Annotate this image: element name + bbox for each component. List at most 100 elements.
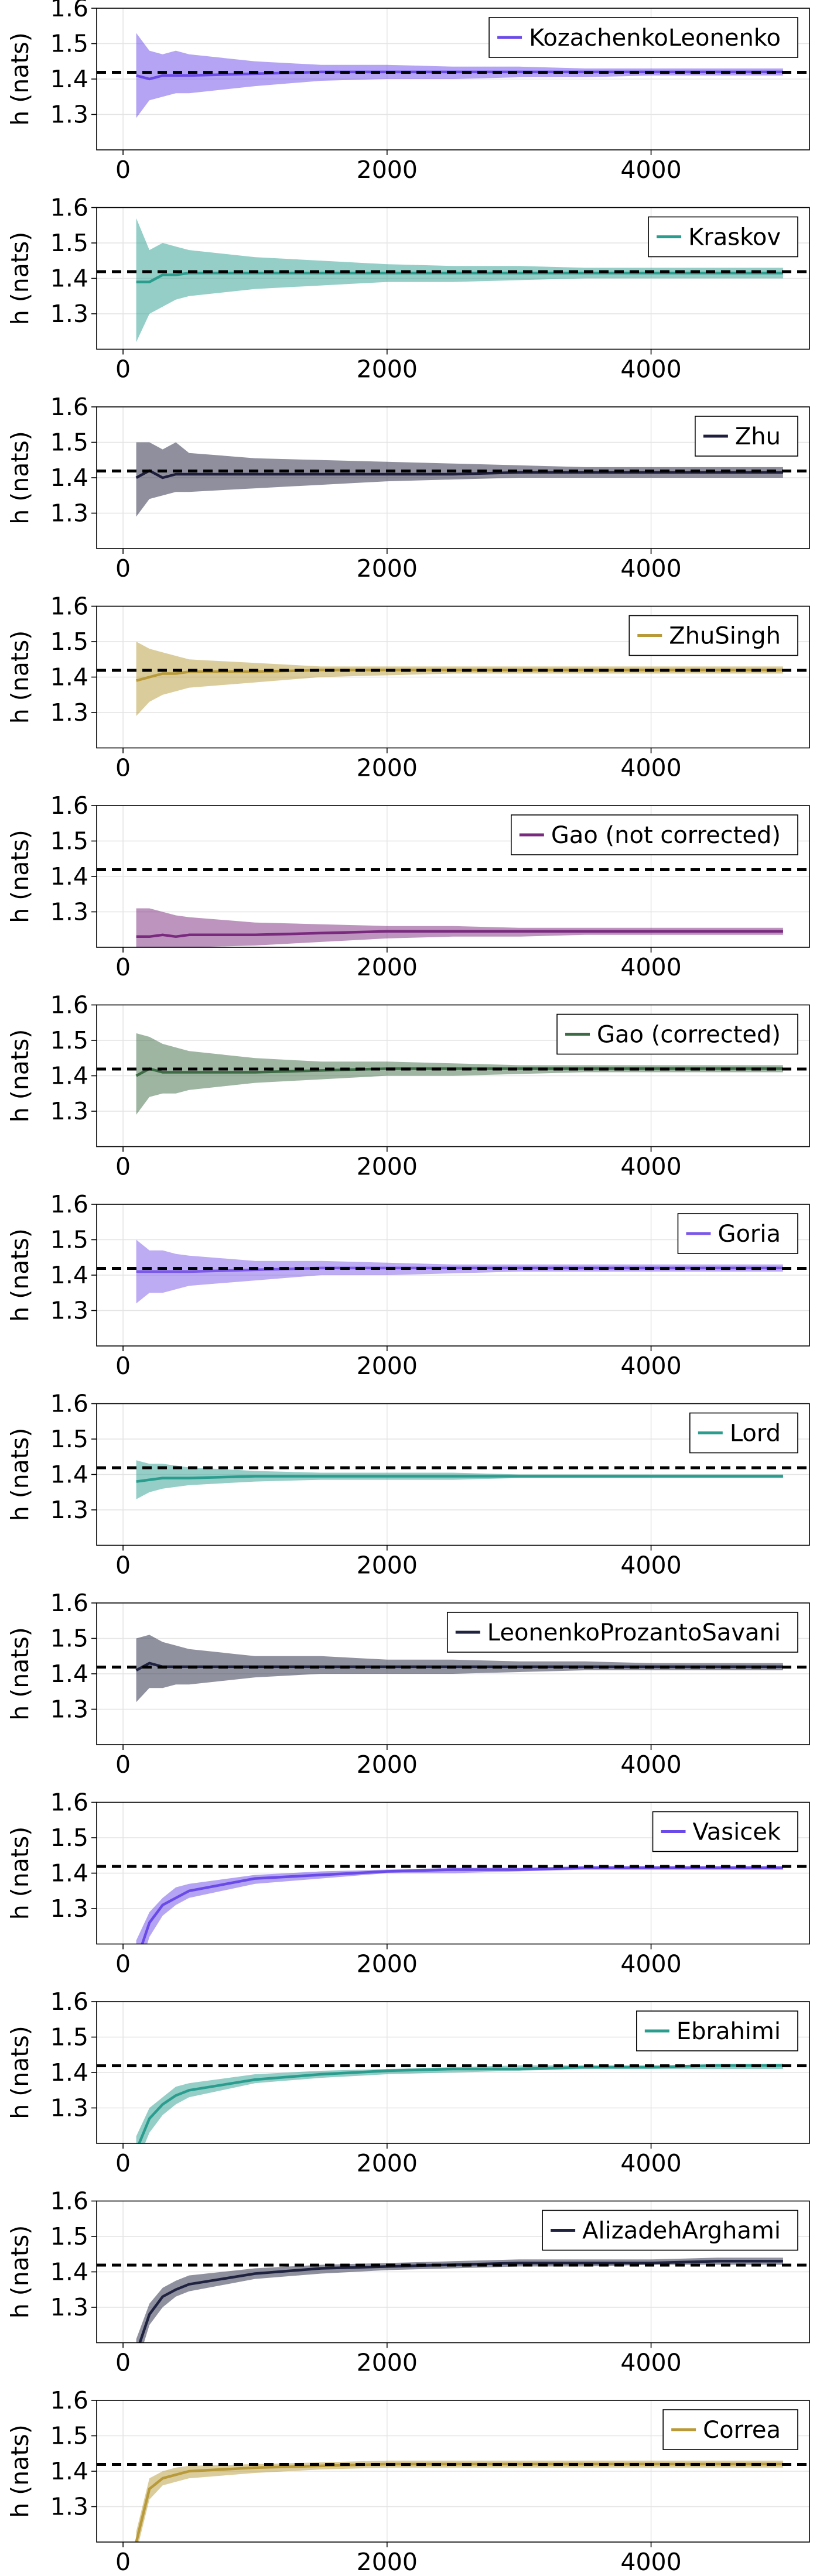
chart-panel: 1.3 1.4 1.5 1.6 0 2000 4000 h (nats) Vasicek [6,1789,810,1978]
x-tick-label: 0 [115,754,131,782]
x-tick-label: 4000 [620,2548,681,2576]
y-tick-label: 1.4 [50,1062,88,1090]
legend-box [542,2210,798,2251]
x-tick-label: 4000 [620,1551,681,1580]
y-axis-label: h (nats) [6,1428,34,1522]
y-tick-label: 1.3 [50,1097,88,1125]
x-tick-label: 4000 [620,1153,681,1181]
x-tick-label: 0 [115,1950,131,1978]
y-tick-label: 1.6 [50,991,88,1019]
x-tick-label: 2000 [357,754,418,782]
data-layer [136,218,783,342]
y-tick-label: 1.4 [50,65,88,93]
x-tick-label: 4000 [620,156,681,184]
y-tick-label: 1.3 [50,499,88,527]
y-tick-label: 1.6 [50,1190,88,1218]
y-tick-label: 1.3 [50,101,88,129]
y-tick-label: 1.6 [50,0,88,22]
x-tick-label: 2000 [357,2349,418,2377]
legend-label: Vasicek [693,1819,781,1846]
y-tick-label: 1.5 [50,1026,88,1054]
y-tick-label: 1.4 [50,2457,88,2485]
y-tick-label: 1.5 [50,1226,88,1254]
series-band [136,2460,783,2542]
y-tick-label: 1.6 [50,1589,88,1617]
x-tick-label: 2000 [357,1551,418,1580]
chart-panel: 1.3 1.4 1.5 1.6 0 2000 4000 h (nats) Gao (correc… [6,991,810,1181]
y-tick-label: 1.3 [50,2094,88,2122]
series-line [138,2064,783,2143]
y-axis-label: h (nats) [6,431,34,525]
y-tick-label: 1.4 [50,464,88,492]
x-tick-label: 0 [115,2349,131,2377]
legend: Kraskov [648,216,798,258]
x-tick-label: 2000 [357,1751,418,1779]
y-tick-label: 1.5 [50,2023,88,2051]
y-tick-label: 1.3 [50,1695,88,1724]
chart-panel: 1.3 1.4 1.5 1.6 0 2000 4000 h (nats) AlizadehArg… [6,2187,810,2377]
y-tick-label: 1.6 [50,792,88,820]
x-tick-label: 2000 [357,1950,418,1978]
y-tick-label: 1.3 [50,1895,88,1923]
legend-label: Lord [730,1420,781,1447]
legend-label: Ebrahimi [676,2018,781,2045]
legend: Correa [662,2409,798,2450]
series-line [135,469,783,479]
x-tick-label: 4000 [620,953,681,981]
series-band [136,1635,783,1703]
y-tick-label: 1.3 [50,1297,88,1325]
data-layer [136,908,783,947]
series-band [136,442,783,517]
y-axis-label: h (nats) [6,1228,34,1322]
y-axis-label: h (nats) [6,2424,34,2518]
legend: Gao (corrected) [556,1013,798,1055]
y-tick-label: 1.3 [50,1496,88,1524]
x-tick-label: 4000 [620,1950,681,1978]
legend-label: ZhuSingh [669,623,781,650]
chart-panel: 1.3 1.4 1.5 1.6 0 2000 4000 h (nats) Goria [6,1190,810,1380]
chart-panel: 1.3 1.4 1.5 1.6 0 2000 4000 h (nats) Zhu [6,393,810,583]
y-tick-label: 1.3 [50,898,88,926]
y-tick-label: 1.6 [50,592,88,621]
series-line [141,1866,783,1944]
chart-panel: 1.3 1.4 1.5 1.6 0 2000 4000 h (nats) Kraskov [6,194,810,383]
y-axis-label: h (nats) [6,1029,34,1123]
x-tick-label: 0 [115,2149,131,2177]
y-axis-label: h (nats) [6,232,34,326]
legend-label: Gao (not corrected) [551,822,781,849]
chart-panel: 1.3 1.4 1.5 1.6 0 2000 4000 h (nats) Gao (not co… [6,792,810,981]
y-tick-label: 1.6 [50,393,88,421]
x-tick-label: 4000 [620,2349,681,2377]
y-tick-label: 1.6 [50,1390,88,1418]
chart-panel: 1.3 1.4 1.5 1.6 0 2000 4000 h (nats) Lord [6,1390,810,1580]
y-tick-label: 1.6 [50,194,88,222]
x-tick-label: 2000 [357,554,418,583]
x-tick-label: 0 [115,1153,131,1181]
x-tick-label: 4000 [620,1751,681,1779]
y-axis-label: h (nats) [6,1827,34,1920]
y-tick-label: 1.3 [50,698,88,727]
legend: ZhuSingh [628,615,798,656]
x-tick-label: 2000 [357,156,418,184]
y-axis-label: h (nats) [6,2225,34,2319]
legend-box [488,17,798,58]
series-line [136,930,783,938]
y-tick-label: 1.3 [50,2293,88,2321]
chart-panel: 1.3 1.4 1.5 1.6 0 2000 4000 h (nats) ZhuSingh [6,592,810,782]
legend-label: AlizadehArghami [582,2218,781,2245]
y-tick-label: 1.4 [50,862,88,890]
series-line [136,70,783,81]
series-band [136,218,783,342]
data-layer [136,1460,783,1499]
legend: Goria [677,1213,798,1254]
series-line [135,2462,783,2542]
x-tick-label: 4000 [620,355,681,383]
x-tick-label: 4000 [620,554,681,583]
y-tick-label: 1.3 [50,2493,88,2521]
legend: Gao (not corrected) [511,814,798,855]
series-line [136,272,783,283]
legend-label: Gao (corrected) [597,1022,781,1049]
series-line [136,1475,783,1483]
y-tick-label: 1.5 [50,229,88,257]
